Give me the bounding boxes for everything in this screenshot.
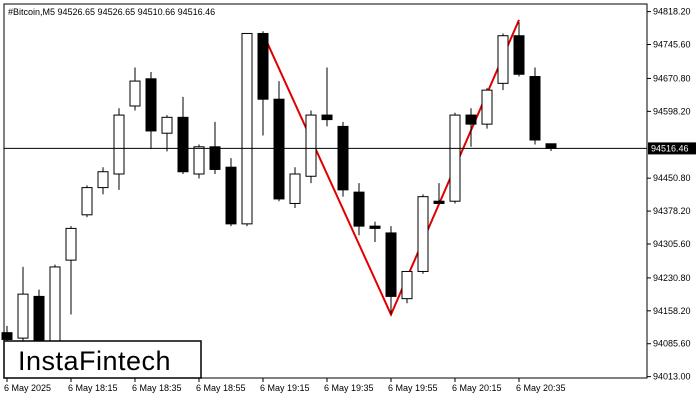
logo-text: InstaFintech [18, 346, 171, 376]
candle [97, 167, 109, 195]
candle-body-bull [17, 293, 29, 339]
x-tick-label: 6 May 18:15 [68, 383, 118, 393]
candle-body-bear [513, 35, 525, 75]
current-price-tag [648, 142, 696, 155]
candle [145, 72, 157, 150]
candle-body-bear [33, 295, 45, 345]
candle [241, 32, 253, 227]
candle-body-bear [145, 78, 157, 132]
y-tick-label: 94745.60 [653, 40, 691, 50]
candle [353, 183, 365, 236]
candle [321, 67, 333, 127]
current-price-label: 94516.46 [651, 143, 689, 153]
candle-body-bull [497, 35, 509, 84]
candle-body-bull [193, 146, 205, 175]
candle-body-bear [385, 232, 397, 297]
candle [401, 270, 413, 304]
x-tick-label: 6 May 20:15 [452, 383, 502, 393]
current-price-line: 94516.46 [4, 142, 696, 155]
x-axis: 6 May 2025 6 May 18:15 6 May 18:35 6 May 18… [4, 378, 566, 393]
candle [497, 33, 509, 91]
candle [177, 96, 189, 174]
candle-body-bull [305, 114, 317, 177]
candle [385, 226, 397, 315]
candle-body-bear [465, 114, 477, 125]
candle [417, 194, 429, 274]
candle-body-bull [449, 114, 461, 202]
candle-body-bear [529, 76, 541, 141]
candle-body-bull [401, 270, 413, 300]
x-tick-label: 6 May 18:35 [132, 383, 182, 393]
y-axis: 94818.20 94745.60 94670.80 94598.20 94450.80… [647, 7, 691, 382]
candle-body-bull [417, 196, 429, 272]
candle [65, 226, 77, 315]
y-tick-label: 94450.80 [653, 173, 691, 183]
y-tick-label: 94158.20 [653, 306, 691, 316]
candle [529, 67, 541, 145]
candle-body-bull [481, 89, 493, 125]
candle-body-bear [177, 116, 189, 173]
candle-body-bear [209, 146, 221, 170]
chart-frame [3, 3, 648, 379]
y-tick-label: 94230.80 [653, 273, 691, 283]
x-tick-label: 6 May 19:15 [260, 383, 310, 393]
candle [257, 31, 269, 136]
candle-body-bull [289, 173, 301, 204]
candle [449, 112, 461, 204]
candle-body-bear [273, 98, 285, 200]
y-tick-label: 94013.00 [653, 372, 691, 382]
candle-body-bull [161, 116, 173, 134]
candle [305, 110, 317, 184]
candle [225, 158, 237, 227]
symbol-info-text: #Bitcoin,M5 94526.65 94526.65 94510.66 9… [8, 7, 215, 17]
x-tick-label: 6 May 20:35 [516, 383, 566, 393]
y-tick-label: 94670.80 [653, 73, 691, 83]
x-tick-label: 6 May 19:35 [324, 383, 374, 393]
candle-body-bull [81, 187, 93, 216]
candles [1, 22, 557, 356]
candle [193, 144, 205, 179]
candle-body-bull [129, 80, 141, 107]
candle [17, 266, 29, 354]
candle [81, 185, 93, 218]
candle [465, 108, 477, 147]
candle-body-bear [545, 143, 557, 149]
candle-body-bull [49, 266, 61, 345]
x-tick-label: 6 May 2025 [4, 383, 51, 393]
candle [113, 108, 125, 190]
candle-body-bull [113, 114, 125, 175]
instafintech-logo: InstaFintech [3, 340, 202, 379]
y-tick-label: 94818.20 [653, 7, 691, 17]
x-tick-label: 6 May 19:55 [388, 383, 438, 393]
candle-body-bull [241, 32, 253, 225]
candle [289, 167, 301, 208]
candle-body-bull [65, 227, 77, 261]
candle-body-bear [225, 166, 237, 225]
y-tick-label: 94305.60 [653, 239, 691, 249]
candle-body-bear [321, 114, 333, 121]
candle [369, 221, 381, 242]
candle-body-bear [337, 125, 349, 191]
y-tick-label: 94598.20 [653, 106, 691, 116]
candle-body-bear [433, 200, 445, 204]
candle-body-bull [97, 171, 109, 189]
candle [129, 67, 141, 111]
candle [481, 87, 493, 129]
candle-body-bear [369, 225, 381, 229]
y-tick-label: 94378.20 [653, 206, 691, 216]
candle [513, 22, 525, 77]
candle [433, 183, 445, 204]
candle-body-bear [1, 332, 13, 340]
candle [161, 115, 173, 152]
candle [273, 81, 285, 202]
x-tick-label: 6 May 18:55 [196, 383, 246, 393]
candle-body-bear [257, 32, 269, 100]
y-tick-label: 94085.60 [653, 339, 691, 349]
candle-body-bear [353, 191, 365, 227]
candle [337, 121, 349, 197]
